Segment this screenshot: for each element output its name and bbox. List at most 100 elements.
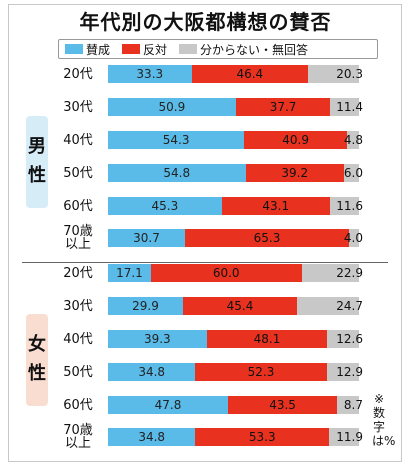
category-label: 50代: [63, 365, 93, 380]
data-label: 11.6: [336, 199, 363, 213]
bar-segment-undecided: 12.6: [327, 330, 363, 348]
data-label: 22.9: [336, 266, 363, 280]
data-label: 34.8: [138, 430, 166, 444]
bar-segment-undecided: 11.9: [329, 428, 363, 446]
group-label-char: 性: [28, 165, 46, 186]
data-label: 54.3: [162, 133, 190, 147]
data-label: 48.1: [253, 332, 281, 346]
group-divider: [22, 262, 388, 263]
bar-segment-against: 40.9: [244, 131, 347, 149]
bar-segment-against: 65.3: [185, 229, 349, 247]
data-label: 53.3: [248, 430, 276, 444]
bar-segment-for: 34.8: [108, 363, 196, 381]
bar-segment-against: 43.5: [227, 396, 338, 414]
bar-segment-undecided: 11.6: [329, 197, 363, 215]
bar-segment-for: 30.7: [108, 229, 186, 247]
bar-segment-undecided: 8.7: [337, 396, 363, 414]
data-label: 43.1: [262, 199, 290, 213]
legend-label-against: 反対: [143, 42, 168, 57]
category-label: 20代: [63, 67, 93, 82]
data-label: 39.3: [143, 332, 171, 346]
legend-label-for: 賛成: [86, 42, 111, 57]
category-label-line: 70歳: [63, 423, 93, 438]
category-label: 30代: [63, 299, 93, 314]
data-label: 45.3: [151, 199, 179, 213]
data-label: 12.9: [336, 365, 363, 379]
group-label-char: 性: [28, 363, 46, 384]
bar-segment-undecided: 4.0: [344, 229, 363, 247]
category-label: 40代: [63, 332, 93, 347]
bar-segment-against: 48.1: [206, 330, 328, 348]
data-label: 11.4: [336, 100, 363, 114]
category-label-line: 70歳: [63, 224, 93, 239]
data-label: 52.3: [247, 365, 275, 379]
category-label: 50代: [63, 166, 93, 181]
data-label: 37.7: [269, 100, 297, 114]
group-label-male: 男性: [26, 116, 48, 208]
footnote: ※数字は%: [372, 392, 396, 448]
data-label: 54.8: [163, 166, 191, 180]
data-label: 40.9: [282, 133, 309, 147]
category-label: 40代: [63, 133, 93, 148]
bar-segment-undecided: 22.9: [301, 264, 363, 282]
bar-segment-for: 54.3: [108, 131, 245, 149]
bar-segment-for: 39.3: [108, 330, 207, 348]
category-label-line: 以上: [64, 436, 91, 451]
group-label-char: 女: [28, 334, 46, 356]
bar-segment-undecided: 4.8: [344, 131, 363, 149]
data-label: 4.0: [343, 231, 363, 245]
data-label: 30.7: [133, 231, 160, 245]
data-label: 45.4: [226, 299, 254, 313]
data-label: 4.8: [343, 133, 363, 147]
data-label: 47.8: [154, 398, 182, 412]
bar-segment-for: 47.8: [108, 396, 228, 414]
bar-segment-against: 52.3: [195, 363, 327, 381]
data-label: 34.8: [138, 365, 166, 379]
data-label: 46.4: [236, 67, 264, 81]
bar-segment-for: 29.9: [108, 297, 184, 315]
legend: 賛成 反対 分からない・無回答: [58, 39, 378, 59]
data-label: 11.9: [336, 430, 363, 444]
legend-swatch-against: [122, 44, 141, 54]
category-label: 60代: [63, 398, 93, 413]
legend-swatch-undecided: [179, 44, 198, 54]
data-label: 39.2: [281, 166, 309, 180]
bar-segment-against: 37.7: [235, 98, 331, 116]
bar-segment-against: 45.4: [183, 297, 297, 315]
bar-segment-for: 33.3: [108, 65, 192, 83]
category-label: 20代: [63, 266, 93, 281]
legend-item-for: 賛成: [65, 41, 110, 58]
bar-segment-against: 46.4: [191, 65, 309, 83]
bar-segment-undecided: 11.4: [330, 98, 363, 116]
chart-title: 年代別の大阪都構想の賛否: [79, 10, 332, 34]
data-label: 17.1: [116, 266, 143, 280]
category-label-line: 以上: [64, 237, 91, 252]
bar-segment-for: 50.9: [108, 98, 236, 116]
legend-item-undecided: 分からない・無回答: [179, 41, 308, 58]
data-label: 12.6: [336, 332, 363, 346]
data-label: 50.9: [158, 100, 186, 114]
data-label: 65.3: [253, 231, 281, 245]
bar-segment-for: 54.8: [108, 164, 246, 182]
category-label: 30代: [63, 100, 93, 115]
bar-segment-undecided: 24.7: [297, 297, 363, 315]
data-label: 20.3: [336, 67, 363, 81]
bar-segment-against: 53.3: [195, 428, 330, 446]
bar-segment-undecided: 12.9: [326, 363, 363, 381]
category-label: 70歳 以上: [48, 424, 108, 450]
legend-item-against: 反対: [122, 41, 167, 58]
bar-segment-undecided: 6.0: [344, 164, 363, 182]
bar-segment-against: 60.0: [150, 264, 302, 282]
data-label: 33.3: [136, 67, 164, 81]
bar-segment-against: 43.1: [221, 197, 330, 215]
bar-segment-undecided: 20.3: [308, 65, 363, 83]
data-label: 29.9: [132, 299, 159, 313]
group-label-female: 女性: [26, 314, 48, 406]
category-label: 60代: [63, 199, 93, 214]
data-label: 6.0: [343, 166, 363, 180]
data-label: 60.0: [212, 266, 240, 280]
data-label: 8.7: [343, 398, 363, 412]
data-label: 24.7: [336, 299, 363, 313]
bar-segment-against: 39.2: [245, 164, 344, 182]
data-label: 43.5: [269, 398, 296, 412]
